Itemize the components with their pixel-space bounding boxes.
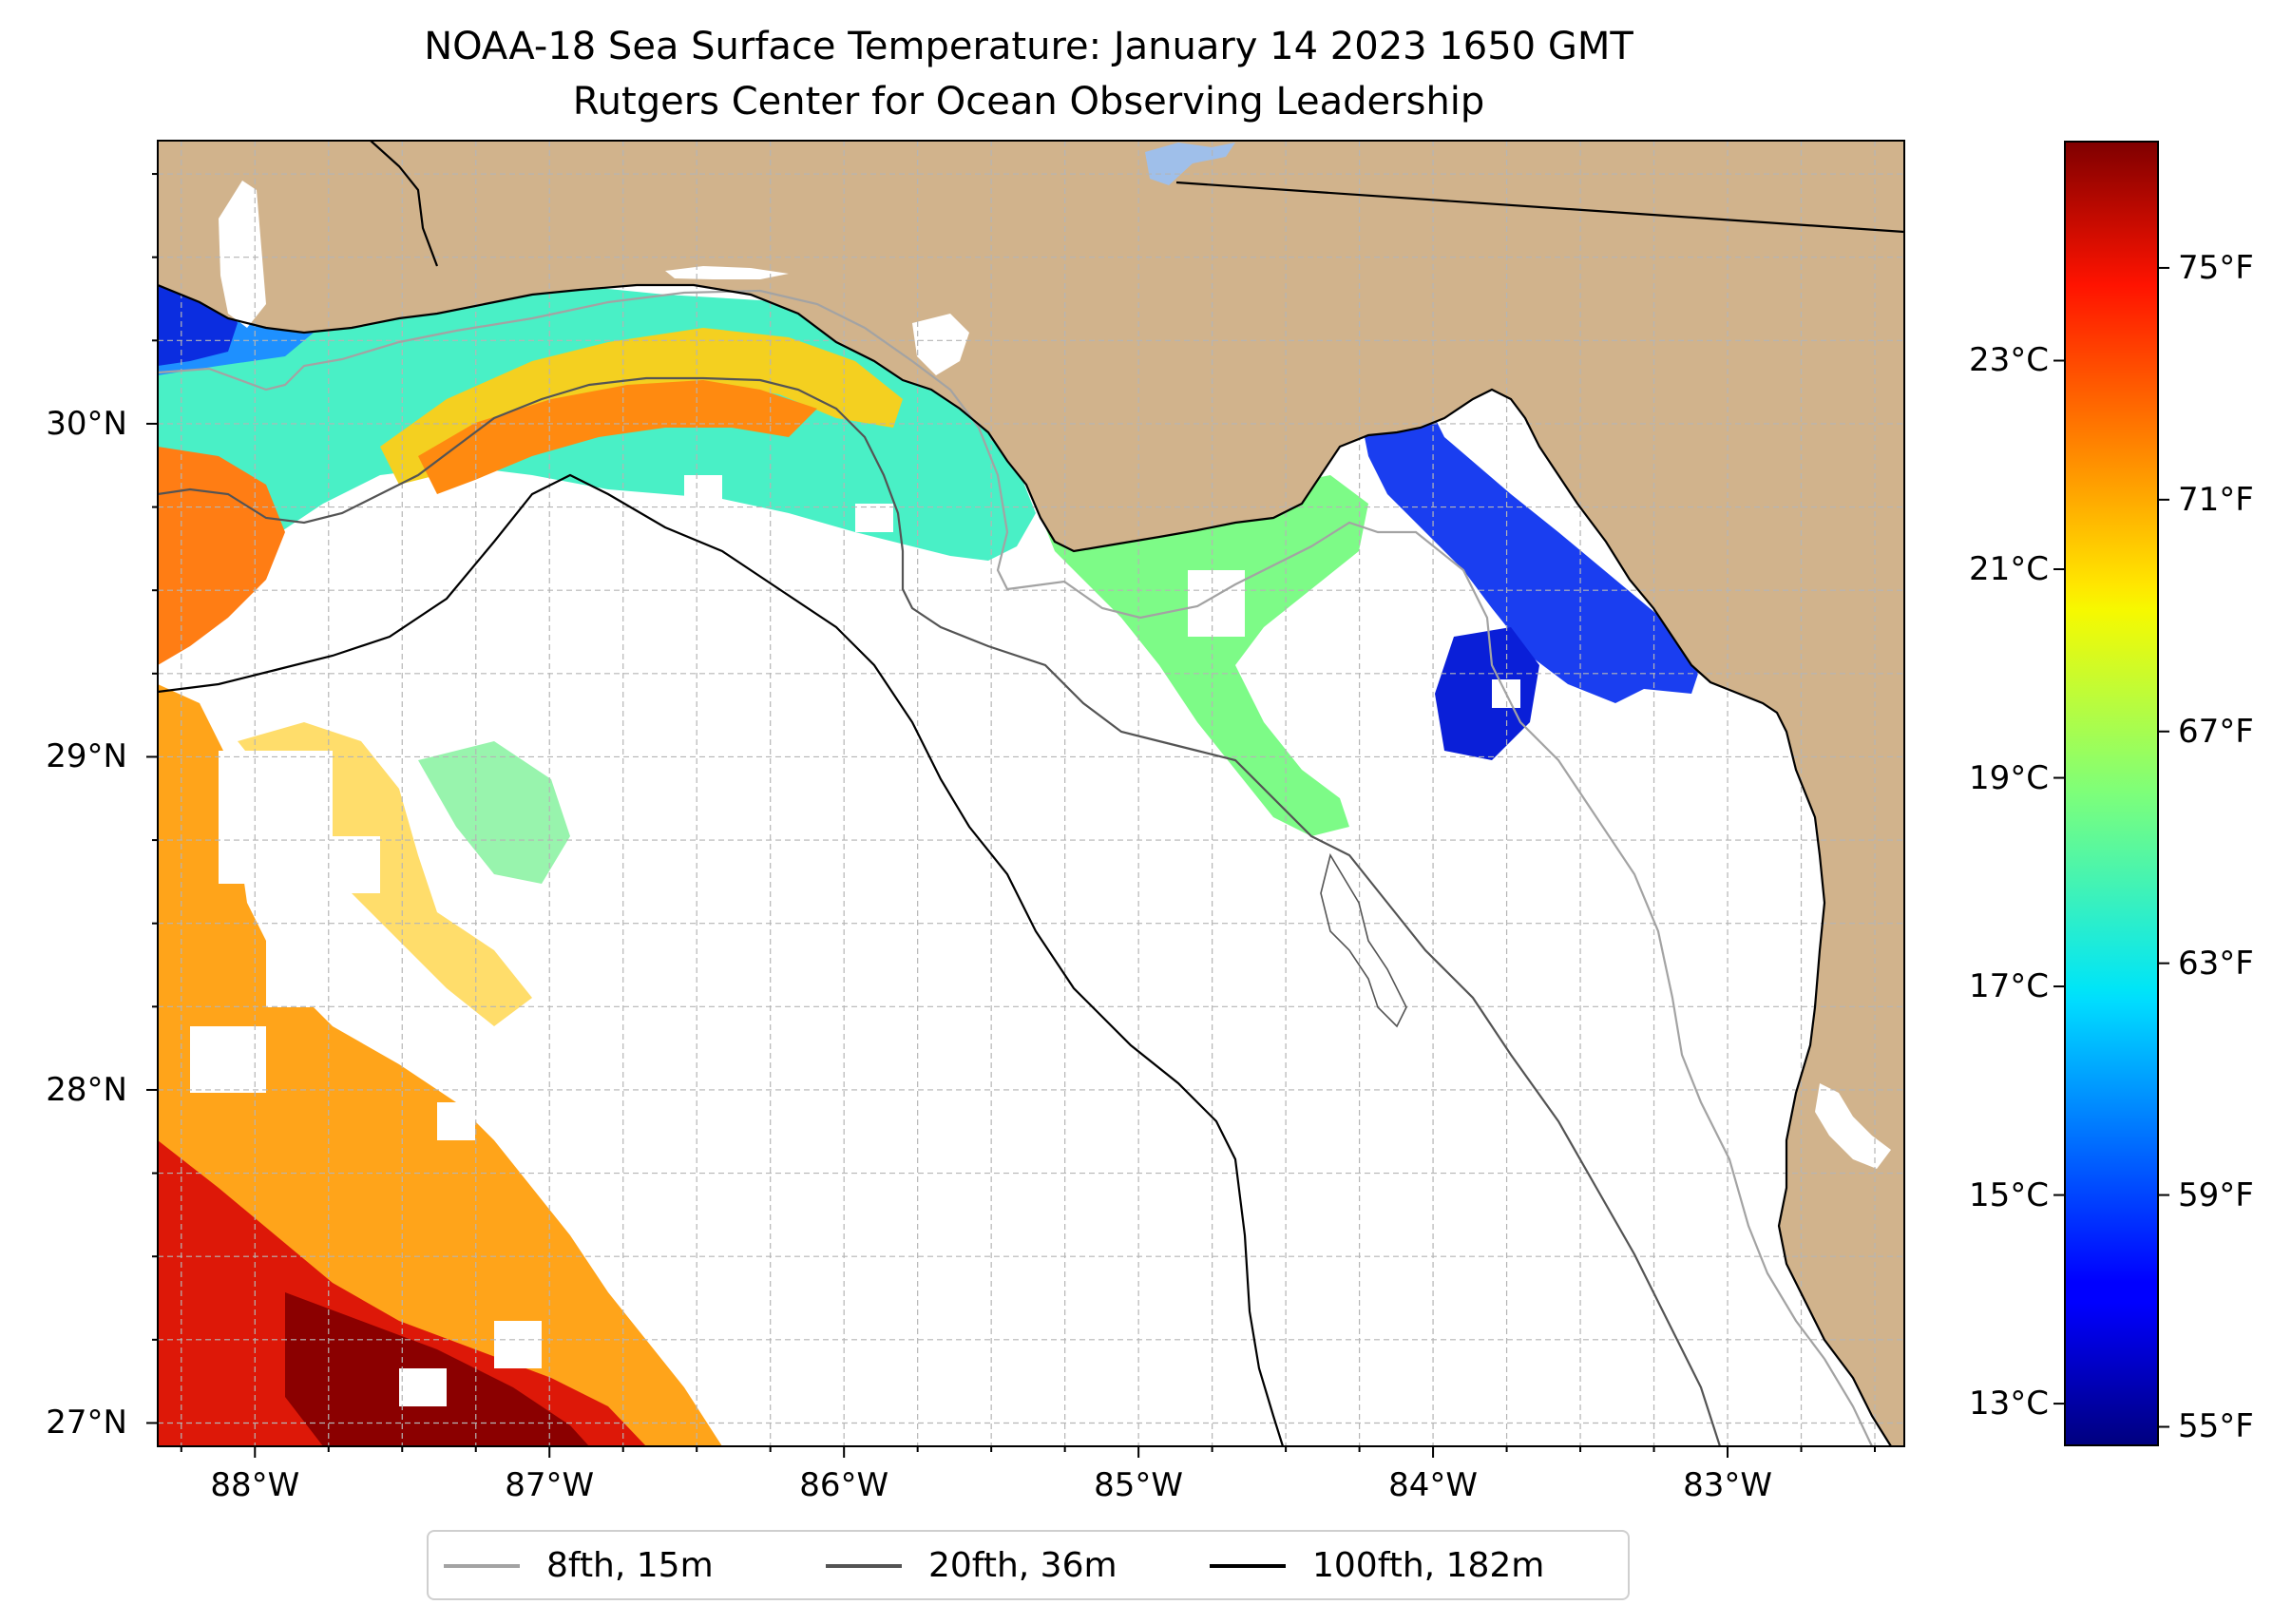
contour-100fth	[158, 473, 1285, 1446]
depth-contours	[158, 141, 1904, 1446]
fahrenheit-label: 75°F	[2178, 248, 2254, 287]
river-line	[370, 141, 439, 267]
sst-sw-hot	[158, 1140, 646, 1446]
fahrenheit-label: 55°F	[2178, 1407, 2254, 1446]
legend-swatch-100fth	[1210, 1564, 1286, 1568]
lon-label: 88°W	[210, 1466, 300, 1504]
colorbar-gradient	[2065, 142, 2158, 1445]
legend-item-100fth: 100fth, 182m	[1210, 1547, 1544, 1585]
sst-green-speckle	[418, 741, 570, 884]
tampa-bay-water	[1815, 1083, 1891, 1169]
apalachicola-bay-water	[912, 314, 969, 375]
fahrenheit-label: 59°F	[2178, 1175, 2254, 1214]
celsius-label: 19°C	[1968, 758, 2049, 797]
lon-label: 84°W	[1388, 1466, 1479, 1504]
lon-label: 85°W	[1094, 1466, 1184, 1504]
lake-seminole	[1145, 143, 1235, 185]
legend-item-8fth: 8fth, 15m	[444, 1547, 714, 1585]
lon-label: 86°W	[799, 1466, 889, 1504]
legend-swatch-20fth	[826, 1564, 902, 1568]
lat-label: 30°N	[46, 404, 127, 443]
depth-legend: 8fth, 15m 20fth, 36m 100fth, 182m	[427, 1530, 1630, 1600]
mobile-bay-water	[219, 181, 266, 328]
fahrenheit-label: 63°F	[2178, 944, 2254, 983]
lat-label: 29°N	[46, 737, 127, 776]
celsius-label: 17°C	[1968, 967, 2049, 1006]
celsius-label: 23°C	[1968, 341, 2049, 380]
colorbar-frame	[2064, 141, 2159, 1446]
colorbar-ticks	[2053, 266, 2169, 1428]
legend-label-100fth: 100fth, 182m	[1312, 1546, 1545, 1585]
map-subtitle: Rutgers Center for Ocean Observing Leade…	[572, 80, 1485, 124]
choctawhatchee-bay-water	[665, 266, 789, 279]
sst-warm-tongue	[380, 328, 903, 485]
coastline	[158, 283, 1892, 1446]
sst-cool-band-east	[1045, 475, 1368, 836]
lon-label: 87°W	[505, 1466, 595, 1504]
land-north	[158, 141, 1904, 1446]
land-layer	[158, 141, 1904, 1446]
contour-20fth	[158, 376, 1722, 1446]
sst-west-warm	[158, 447, 285, 665]
celsius-label: 15°C	[1968, 1175, 2049, 1214]
contour-8fth	[158, 289, 1873, 1446]
contour-20fth-fringe	[1320, 852, 1407, 1028]
lat-label: 28°N	[46, 1070, 127, 1109]
legend-item-20fth: 20fth, 36m	[826, 1547, 1117, 1585]
celsius-label: 21°C	[1968, 550, 2049, 589]
lat-label: 27°N	[46, 1404, 127, 1442]
sst-cold-patch	[1435, 627, 1539, 760]
lon-label: 83°W	[1683, 1466, 1772, 1504]
legend-label-20fth: 20fth, 36m	[928, 1546, 1117, 1585]
map-title: NOAA-18 Sea Surface Temperature: January…	[424, 25, 1633, 68]
sst-orange-core	[418, 380, 817, 494]
fahrenheit-label: 71°F	[2178, 480, 2254, 519]
graticule	[158, 141, 1904, 1446]
cloud-mask-gaps	[190, 475, 1520, 1406]
celsius-label: 13°C	[1968, 1385, 2049, 1423]
legend-swatch-8fth	[444, 1564, 520, 1568]
fahrenheit-label: 67°F	[2178, 712, 2254, 751]
state-boundary-line	[1175, 181, 1904, 234]
sst-cold-big-bend	[1359, 394, 1701, 703]
map-frame	[157, 140, 1905, 1447]
legend-label-8fth: 8fth, 15m	[546, 1546, 714, 1585]
